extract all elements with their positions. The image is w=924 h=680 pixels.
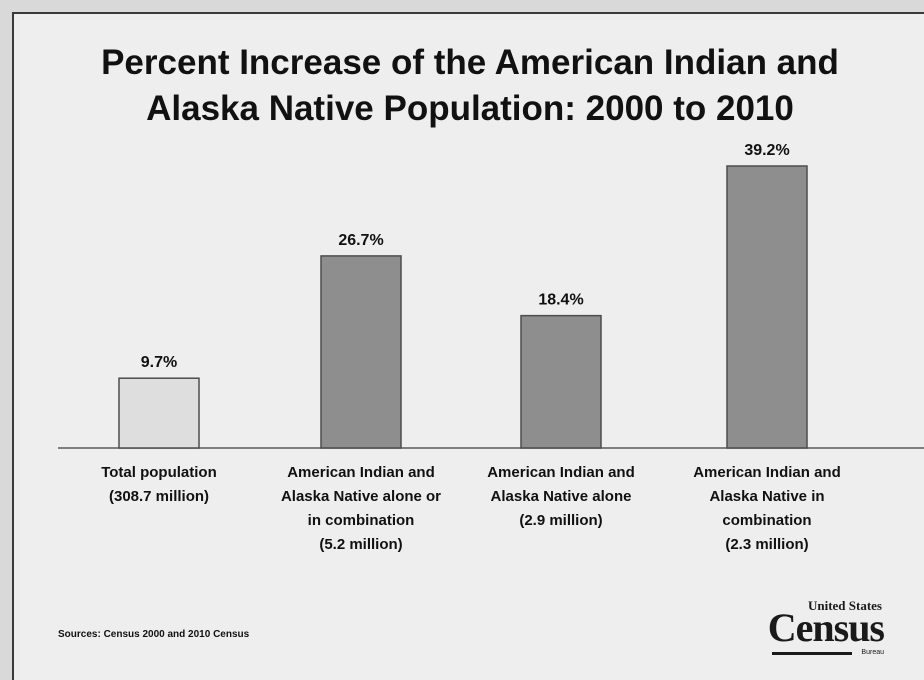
logo-rule bbox=[772, 652, 852, 655]
chart-title-line-2: Alaska Native Population: 2000 to 2010 bbox=[146, 89, 794, 128]
bars-layer: 9.7% Total population (308.7 million) 26.7%… bbox=[101, 142, 841, 553]
chart-title: Percent Increase of the American Indian … bbox=[14, 40, 924, 132]
category-label-4-line-4: (2.3 million) bbox=[725, 536, 808, 553]
chart-title-line-1: Percent Increase of the American Indian … bbox=[101, 43, 839, 82]
census-bureau-logo: United States Census Bureau bbox=[738, 598, 888, 660]
logo-united-states-text: United States bbox=[807, 598, 882, 613]
bar-chart: 9.7% Total population (308.7 million) 26.7%… bbox=[58, 142, 924, 553]
data-label-4: 39.2% bbox=[744, 142, 789, 159]
bar-4 bbox=[726, 165, 808, 449]
bar-3 bbox=[520, 314, 602, 449]
bar-2 bbox=[320, 255, 402, 449]
logo-census-wordmark: Census bbox=[767, 605, 885, 650]
data-label-2: 26.7% bbox=[338, 232, 383, 249]
bar-1 bbox=[118, 377, 200, 449]
data-label-3: 18.4% bbox=[538, 292, 583, 309]
category-label-1-line-2: (308.7 million) bbox=[109, 488, 209, 505]
category-label-4-line-2: Alaska Native in bbox=[709, 488, 824, 505]
category-label-2-line-2: Alaska Native alone or bbox=[281, 488, 441, 505]
logo-bureau-text: Bureau bbox=[861, 649, 884, 656]
category-label-3-line-1: American Indian and bbox=[487, 464, 635, 481]
category-label-2-line-4: (5.2 million) bbox=[319, 536, 402, 553]
category-label-4-line-3: combination bbox=[722, 512, 811, 529]
category-label-3-line-2: Alaska Native alone bbox=[491, 488, 632, 505]
category-label-3-line-3: (2.9 million) bbox=[519, 512, 602, 529]
category-label-1-line-1: Total population bbox=[101, 464, 217, 481]
data-label-1: 9.7% bbox=[141, 354, 177, 371]
category-label-2-line-1: American Indian and bbox=[287, 464, 435, 481]
sources-note: Sources: Census 2000 and 2010 Census bbox=[58, 629, 250, 640]
category-label-4-line-1: American Indian and bbox=[693, 464, 841, 481]
category-label-2-line-3: in combination bbox=[308, 512, 415, 529]
slide: Percent Increase of the American Indian … bbox=[12, 12, 924, 680]
